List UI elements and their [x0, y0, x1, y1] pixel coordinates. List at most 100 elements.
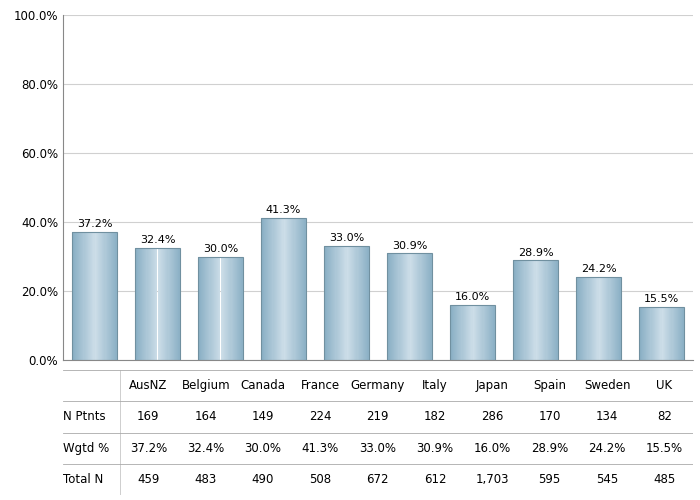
Bar — [426, 254, 427, 360]
Bar — [85, 232, 87, 360]
Bar — [110, 232, 111, 360]
Bar — [532, 260, 533, 360]
Bar — [659, 306, 660, 360]
Bar — [304, 218, 305, 360]
Bar — [591, 276, 592, 360]
Bar — [150, 248, 151, 360]
Bar — [162, 248, 163, 360]
Bar — [176, 248, 177, 360]
Bar — [524, 260, 526, 360]
Text: 612: 612 — [424, 473, 447, 486]
Bar — [223, 256, 224, 360]
Bar — [298, 218, 299, 360]
Bar — [345, 246, 346, 360]
Bar — [178, 248, 179, 360]
Bar — [476, 305, 477, 360]
Bar — [163, 248, 164, 360]
Bar — [580, 276, 581, 360]
Bar — [646, 306, 648, 360]
Bar — [594, 276, 595, 360]
Bar — [346, 246, 348, 360]
Bar — [240, 256, 241, 360]
Text: 169: 169 — [137, 410, 160, 424]
Bar — [290, 218, 291, 360]
Bar — [237, 256, 238, 360]
Bar — [414, 254, 415, 360]
Bar — [343, 246, 344, 360]
Bar — [104, 232, 106, 360]
Bar — [592, 276, 593, 360]
Bar — [300, 218, 301, 360]
Text: Spain: Spain — [533, 379, 566, 392]
Bar — [348, 246, 349, 360]
Bar — [680, 306, 681, 360]
Bar — [282, 218, 284, 360]
Bar — [640, 306, 642, 360]
Bar — [265, 218, 266, 360]
Bar — [554, 260, 555, 360]
Bar — [151, 248, 152, 360]
Bar — [665, 306, 666, 360]
Bar — [140, 248, 141, 360]
Bar — [581, 276, 582, 360]
Text: 508: 508 — [309, 473, 331, 486]
Bar — [277, 218, 278, 360]
Bar — [96, 232, 97, 360]
Bar — [301, 218, 302, 360]
Bar — [605, 276, 606, 360]
Bar — [272, 218, 274, 360]
Bar — [218, 256, 219, 360]
Bar — [598, 276, 600, 360]
Text: Japan: Japan — [476, 379, 509, 392]
Bar — [199, 256, 242, 360]
Bar — [393, 254, 394, 360]
Bar — [577, 276, 620, 360]
Bar — [135, 248, 136, 360]
Bar — [662, 306, 663, 360]
Text: 595: 595 — [538, 473, 561, 486]
Bar — [224, 256, 225, 360]
Bar — [99, 232, 100, 360]
Bar — [514, 260, 516, 360]
Bar — [324, 246, 368, 360]
Bar — [278, 218, 279, 360]
Bar — [339, 246, 340, 360]
Bar — [615, 276, 616, 360]
Bar — [326, 246, 327, 360]
Bar — [302, 218, 303, 360]
Bar — [101, 232, 102, 360]
Bar — [75, 232, 76, 360]
Bar — [220, 256, 222, 360]
Bar — [583, 276, 584, 360]
Text: 483: 483 — [195, 473, 217, 486]
Bar — [174, 248, 175, 360]
Bar — [91, 232, 92, 360]
Bar — [102, 232, 104, 360]
Bar — [330, 246, 331, 360]
Bar — [227, 256, 228, 360]
Bar — [550, 260, 551, 360]
Bar — [239, 256, 240, 360]
Bar — [424, 254, 425, 360]
Bar — [468, 305, 469, 360]
Bar — [135, 248, 179, 360]
Bar — [76, 232, 77, 360]
Bar — [494, 305, 495, 360]
Text: Belgium: Belgium — [181, 379, 230, 392]
Bar — [394, 254, 395, 360]
Bar — [458, 305, 459, 360]
Bar — [341, 246, 342, 360]
Bar — [411, 254, 412, 360]
Bar — [270, 218, 272, 360]
Bar — [538, 260, 539, 360]
Bar — [603, 276, 604, 360]
Text: 33.0%: 33.0% — [329, 234, 364, 243]
Bar — [206, 256, 207, 360]
Text: 28.9%: 28.9% — [518, 248, 553, 258]
Bar — [682, 306, 683, 360]
Bar — [455, 305, 456, 360]
Bar — [79, 232, 81, 360]
Bar — [161, 248, 162, 360]
Bar — [344, 246, 345, 360]
Bar — [352, 246, 353, 360]
